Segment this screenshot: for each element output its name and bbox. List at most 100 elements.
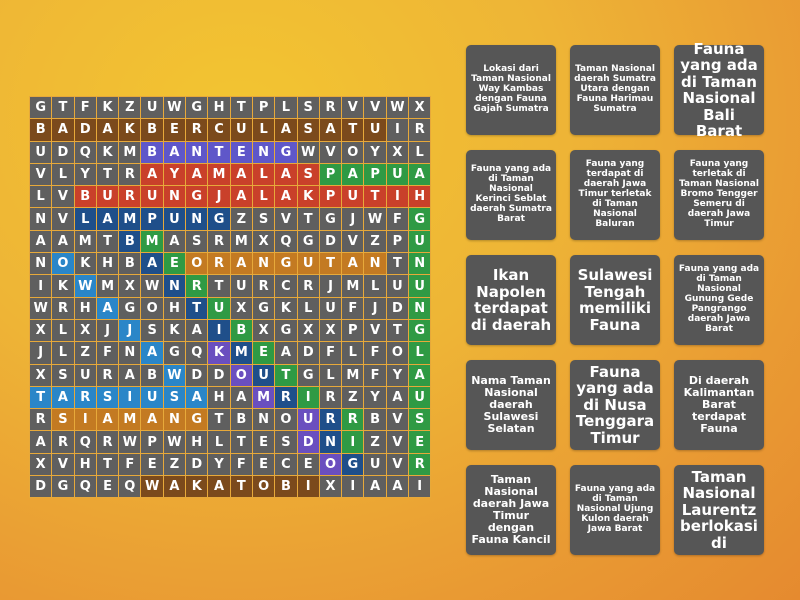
grid-cell[interactable]: I — [386, 119, 409, 141]
grid-cell[interactable]: A — [230, 386, 252, 409]
grid-cell[interactable]: Q — [74, 431, 96, 453]
grid-cell[interactable]: U — [409, 275, 431, 297]
clue-card[interactable]: Taman Nasional daerah Jawa Timur dengan … — [466, 465, 556, 555]
grid-cell[interactable]: L — [252, 163, 275, 186]
grid-cell[interactable]: U — [208, 297, 230, 319]
grid-cell[interactable]: I — [386, 186, 409, 208]
grid-cell[interactable]: W — [141, 275, 163, 297]
grid-cell[interactable]: R — [319, 386, 342, 409]
grid-cell[interactable]: S — [52, 409, 74, 431]
grid-cell[interactable]: E — [163, 253, 186, 275]
grid-cell[interactable]: D — [186, 364, 208, 386]
grid-cell[interactable]: E — [141, 453, 163, 476]
grid-cell[interactable]: R — [252, 275, 275, 297]
grid-cell[interactable]: F — [364, 364, 386, 386]
grid-cell[interactable]: S — [297, 163, 319, 186]
grid-cell[interactable]: Q — [74, 476, 96, 498]
grid-cell[interactable]: U — [163, 208, 186, 230]
grid-cell[interactable]: L — [252, 186, 275, 208]
clue-card[interactable]: Fauna yang ada di Taman Nasional Gunung … — [674, 255, 764, 345]
grid-cell[interactable]: J — [364, 297, 386, 319]
grid-cell[interactable]: U — [96, 186, 119, 208]
grid-cell[interactable]: N — [30, 253, 52, 275]
grid-cell[interactable]: U — [230, 119, 252, 141]
grid-cell[interactable]: S — [275, 431, 297, 453]
grid-cell[interactable]: G — [297, 364, 319, 386]
grid-cell[interactable]: G — [186, 409, 208, 431]
grid-cell[interactable]: S — [163, 386, 186, 409]
grid-cell[interactable]: N — [186, 141, 208, 163]
grid-cell[interactable]: K — [275, 297, 297, 319]
grid-cell[interactable]: V — [386, 453, 409, 476]
grid-cell[interactable]: Q — [119, 476, 141, 498]
grid-cell[interactable]: U — [252, 364, 275, 386]
grid-cell[interactable]: N — [252, 253, 275, 275]
grid-cell[interactable]: A — [119, 364, 141, 386]
clue-card[interactable]: Fauna yang ada di Taman Nasional Bali Ba… — [674, 40, 764, 139]
grid-cell[interactable]: A — [275, 163, 297, 186]
grid-cell[interactable]: I — [30, 275, 52, 297]
grid-cell[interactable]: A — [163, 141, 186, 163]
grid-cell[interactable]: A — [230, 163, 252, 186]
grid-cell[interactable]: R — [96, 431, 119, 453]
grid-cell[interactable]: Y — [74, 163, 96, 186]
grid-cell[interactable]: M — [119, 141, 141, 163]
grid-cell[interactable]: V — [30, 163, 52, 186]
grid-cell[interactable]: R — [119, 163, 141, 186]
grid-cell[interactable]: H — [208, 97, 230, 119]
grid-cell[interactable]: D — [297, 342, 319, 364]
grid-cell[interactable]: U — [364, 119, 386, 141]
grid-cell[interactable]: A — [30, 230, 52, 253]
grid-cell[interactable]: A — [386, 476, 409, 498]
grid-cell[interactable]: N — [252, 141, 275, 163]
clue-card[interactable]: Fauna yang ada di Taman Nasional Ujung K… — [570, 465, 660, 555]
grid-cell[interactable]: H — [163, 297, 186, 319]
grid-cell[interactable]: A — [230, 186, 252, 208]
grid-cell[interactable]: C — [275, 453, 297, 476]
grid-cell[interactable]: S — [186, 230, 208, 253]
grid-cell[interactable]: T — [319, 253, 342, 275]
clue-card[interactable]: Taman Nasional daerah Sumatra Utara deng… — [570, 45, 660, 135]
grid-cell[interactable]: X — [30, 453, 52, 476]
grid-cell[interactable]: T — [208, 275, 230, 297]
grid-cell[interactable]: U — [342, 186, 364, 208]
grid-cell[interactable]: U — [409, 230, 431, 253]
grid-cell[interactable]: L — [74, 208, 96, 230]
grid-cell[interactable]: M — [342, 275, 364, 297]
grid-cell[interactable]: I — [119, 386, 141, 409]
grid-cell[interactable]: D — [208, 364, 230, 386]
grid-cell[interactable]: D — [52, 141, 74, 163]
grid-cell[interactable]: K — [119, 119, 141, 141]
grid-cell[interactable]: Y — [364, 386, 386, 409]
grid-cell[interactable]: A — [141, 342, 163, 364]
grid-cell[interactable]: K — [297, 186, 319, 208]
grid-cell[interactable]: I — [342, 431, 364, 453]
grid-cell[interactable]: P — [342, 319, 364, 342]
grid-cell[interactable]: V — [319, 141, 342, 163]
grid-cell[interactable]: X — [319, 476, 342, 498]
grid-cell[interactable]: F — [119, 453, 141, 476]
grid-cell[interactable]: G — [186, 186, 208, 208]
grid-cell[interactable]: A — [186, 319, 208, 342]
grid-cell[interactable]: B — [364, 409, 386, 431]
grid-cell[interactable]: R — [208, 230, 230, 253]
grid-cell[interactable]: A — [208, 476, 230, 498]
grid-cell[interactable]: N — [409, 253, 431, 275]
grid-cell[interactable]: E — [230, 141, 252, 163]
grid-cell[interactable]: T — [275, 364, 297, 386]
grid-cell[interactable]: F — [386, 208, 409, 230]
grid-cell[interactable]: L — [30, 186, 52, 208]
grid-cell[interactable]: N — [364, 253, 386, 275]
grid-cell[interactable]: G — [119, 297, 141, 319]
grid-cell[interactable]: S — [141, 319, 163, 342]
grid-cell[interactable]: P — [252, 97, 275, 119]
grid-cell[interactable]: A — [409, 364, 431, 386]
grid-cell[interactable]: U — [230, 275, 252, 297]
grid-cell[interactable]: D — [297, 431, 319, 453]
grid-cell[interactable]: G — [30, 97, 52, 119]
grid-cell[interactable]: V — [364, 319, 386, 342]
grid-cell[interactable]: O — [52, 253, 74, 275]
grid-cell[interactable]: A — [275, 342, 297, 364]
grid-cell[interactable]: M — [141, 230, 163, 253]
grid-cell[interactable]: Y — [208, 453, 230, 476]
